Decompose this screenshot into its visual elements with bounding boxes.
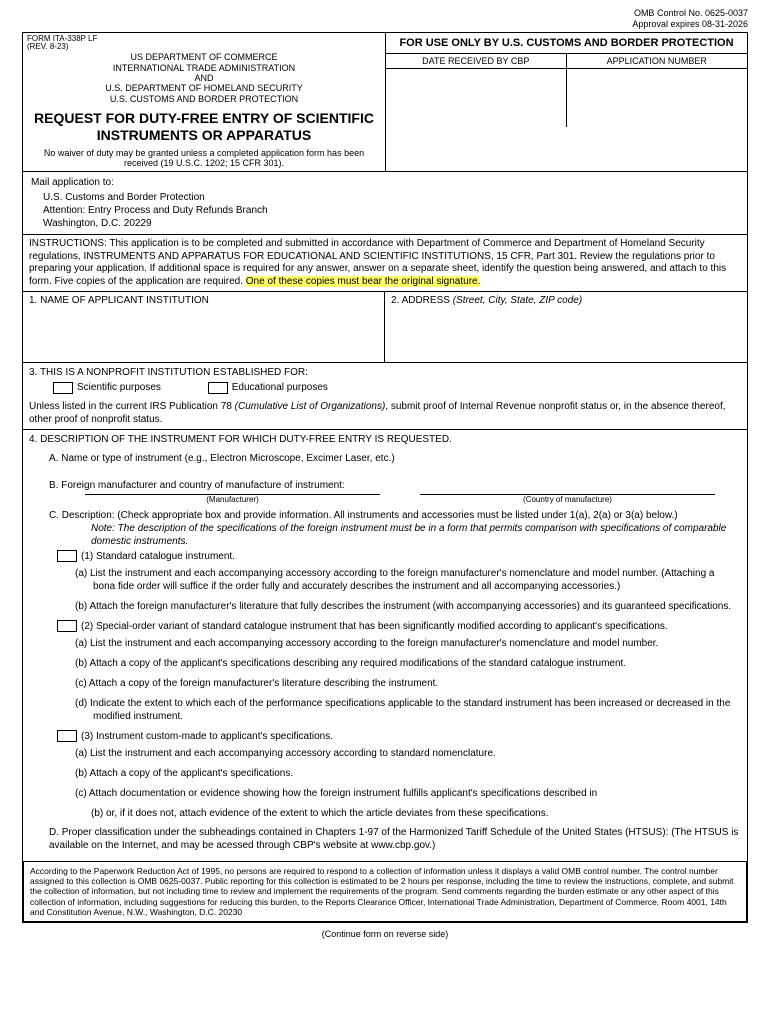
q4c1: (1) Standard catalogue instrument. <box>53 550 735 563</box>
q1-q2-row: 1. NAME OF APPLICANT INSTITUTION 2. ADDR… <box>23 292 747 363</box>
q3-note-italic: (Cumulative List of Organizations) <box>235 401 386 412</box>
q4c3c2: (b) or, if it does not, attach evidence … <box>29 805 741 822</box>
q4c3c: (c) Attach documentation or evidence sho… <box>29 785 741 802</box>
q1-field[interactable]: 1. NAME OF APPLICANT INSTITUTION <box>23 292 385 362</box>
q3-options: Scientific purposes Educational purposes <box>29 379 741 400</box>
q4c1a: (a) List the instrument and each accompa… <box>29 565 741 595</box>
form-subtitle: No waiver of duty may be granted unless … <box>27 148 381 170</box>
cbp-subheader: DATE RECEIVED BY CBP APPLICATION NUMBER <box>386 54 747 69</box>
mfr-row: (Manufacturer) (Country of manufacture) <box>29 494 741 505</box>
q4c2d: (d) Indicate the extent to which each of… <box>29 695 741 725</box>
header-row: FORM ITA-338P LF (REV. 8-23) US DEPARTME… <box>23 33 747 173</box>
q4c3: (3) Instrument custom-made to applicant'… <box>53 730 735 743</box>
q4c2-block: (2) Special-order variant of standard ca… <box>29 618 741 635</box>
q4-section: 4. DESCRIPTION OF THE INSTRUMENT FOR WHI… <box>23 430 747 861</box>
continue-label: (Continue form on reverse side) <box>22 929 748 939</box>
q4c2a: (a) List the instrument and each accompa… <box>29 635 741 652</box>
mail-l3: Washington, D.C. 20229 <box>43 217 739 230</box>
q4d: D. Proper classification under the subhe… <box>29 826 741 852</box>
omb-control: OMB Control No. 0625-0037 <box>22 8 748 19</box>
q4b: B. Foreign manufacturer and country of m… <box>29 479 741 492</box>
form-title: REQUEST FOR DUTY-FREE ENTRY OF SCIENTIFI… <box>27 110 381 144</box>
q2-label: 2. ADDRESS <box>391 295 453 306</box>
mail-addr: U.S. Customs and Border Protection Atten… <box>31 191 739 230</box>
form-container: FORM ITA-338P LF (REV. 8-23) US DEPARTME… <box>22 32 748 923</box>
q3-checkbox-scientific[interactable] <box>53 382 73 394</box>
q4c2: (2) Special-order variant of standard ca… <box>53 620 735 633</box>
dept-line1: US DEPARTMENT OF COMMERCE <box>27 52 381 62</box>
q4a: A. Name or type of instrument (e.g., Ele… <box>29 452 741 465</box>
omb-header: OMB Control No. 0625-0037 Approval expir… <box>22 8 748 30</box>
q3-opt1: Scientific purposes <box>77 381 161 394</box>
cbp-fields <box>386 69 747 127</box>
q4c1-checkbox[interactable] <box>57 550 77 562</box>
right-header: FOR USE ONLY BY U.S. CUSTOMS AND BORDER … <box>385 33 747 172</box>
q4-label: 4. DESCRIPTION OF THE INSTRUMENT FOR WHI… <box>29 433 741 446</box>
dept-line5: U.S. CUSTOMS AND BORDER PROTECTION <box>27 94 381 104</box>
form-id-line1: FORM ITA-338P LF <box>27 34 97 43</box>
omb-expires: Approval expires 08-31-2026 <box>22 19 748 30</box>
mail-l1: U.S. Customs and Border Protection <box>43 191 739 204</box>
q4c1-block: (1) Standard catalogue instrument. <box>29 548 741 565</box>
q3-opt1-wrap: Scientific purposes <box>49 381 161 394</box>
q4c1b: (b) Attach the foreign manufacturer's li… <box>29 598 741 615</box>
mail-label: Mail application to: <box>31 176 739 189</box>
q1-label: 1. NAME OF APPLICANT INSTITUTION <box>29 295 209 306</box>
q4c2-checkbox[interactable] <box>57 620 77 632</box>
instructions-highlight: One of these copies must bear the origin… <box>246 276 481 287</box>
q4c3-checkbox[interactable] <box>57 730 77 742</box>
q4c2c: (c) Attach a copy of the foreign manufac… <box>29 675 741 692</box>
mail-section: Mail application to: U.S. Customs and Bo… <box>23 172 747 235</box>
q4c3-block: (3) Instrument custom-made to applicant'… <box>29 728 741 745</box>
app-number-label: APPLICATION NUMBER <box>567 54 748 69</box>
mail-l2: Attention: Entry Process and Duty Refund… <box>43 204 739 217</box>
form-id-line2: (REV. 8-23) <box>27 42 69 51</box>
q4c-pre: C. Description: (Check appropriate box a… <box>49 510 678 521</box>
q3-note: Unless listed in the current IRS Publica… <box>29 400 741 426</box>
dept-line3: AND <box>27 73 381 83</box>
q4c: C. Description: (Check appropriate box a… <box>29 509 741 548</box>
date-received-field[interactable] <box>386 69 567 127</box>
q2-field[interactable]: 2. ADDRESS (Street, City, State, ZIP cod… <box>385 292 747 362</box>
q3-opt2-wrap: Educational purposes <box>204 381 328 394</box>
q4c2b: (b) Attach a copy of the applicant's spe… <box>29 655 741 672</box>
paperwork-notice: According to the Paperwork Reduction Act… <box>23 861 747 922</box>
q3-section: 3. THIS IS A NONPROFIT INSTITUTION ESTAB… <box>23 363 747 430</box>
q3-opt2: Educational purposes <box>232 381 328 394</box>
q3-label: 3. THIS IS A NONPROFIT INSTITUTION ESTAB… <box>29 366 741 379</box>
use-only-label: FOR USE ONLY BY U.S. CUSTOMS AND BORDER … <box>386 33 747 54</box>
q4c3a: (a) List the instrument and each accompa… <box>29 745 741 762</box>
q4c-italic: Note: The description of the specificati… <box>49 522 741 548</box>
mfr-label: (Manufacturer) <box>85 494 380 505</box>
date-received-label: DATE RECEIVED BY CBP <box>386 54 567 69</box>
dept-line4: U.S. DEPARTMENT OF HOMELAND SECURITY <box>27 83 381 93</box>
q3-checkbox-educational[interactable] <box>208 382 228 394</box>
q3-note-pre: Unless listed in the current IRS Publica… <box>29 401 235 412</box>
instructions: INSTRUCTIONS: This application is to be … <box>23 235 747 292</box>
country-label: (Country of manufacture) <box>420 494 715 505</box>
left-header: FORM ITA-338P LF (REV. 8-23) US DEPARTME… <box>23 33 385 172</box>
dept-line2: INTERNATIONAL TRADE ADMINISTRATION <box>27 63 381 73</box>
app-number-field[interactable] <box>567 69 748 127</box>
departments: US DEPARTMENT OF COMMERCE INTERNATIONAL … <box>27 52 381 104</box>
q4c3b: (b) Attach a copy of the applicant's spe… <box>29 765 741 782</box>
q2-italic: (Street, City, State, ZIP code) <box>453 295 583 306</box>
form-id: FORM ITA-338P LF (REV. 8-23) <box>27 35 381 53</box>
